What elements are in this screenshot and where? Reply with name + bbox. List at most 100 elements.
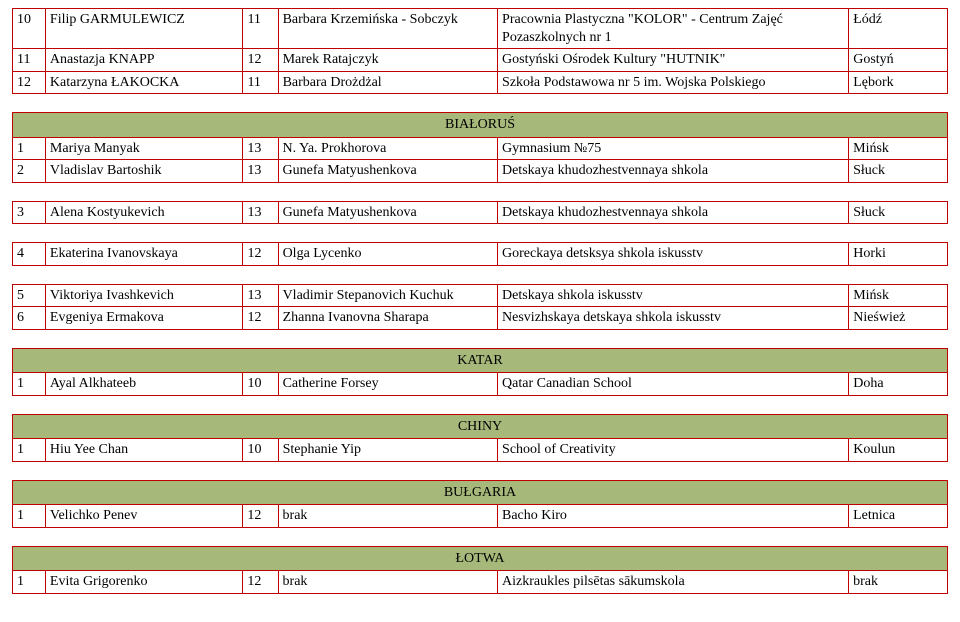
table-row: 1Ayal Alkhateeb10Catherine ForseyQatar C… bbox=[13, 373, 948, 396]
cell-city: Słuck bbox=[849, 160, 948, 183]
cell-name: Alena Kostyukevich bbox=[45, 201, 243, 224]
cell-name: Anastazja KNAPP bbox=[45, 49, 243, 72]
row-group-spacer bbox=[12, 224, 948, 242]
cell-teacher: Olga Lycenko bbox=[278, 243, 497, 266]
section-spacer bbox=[12, 462, 948, 480]
top-continuation-table: 10Filip GARMULEWICZ11Barbara Krzemińska … bbox=[12, 8, 948, 94]
cell-num: 11 bbox=[13, 49, 46, 72]
cell-teacher: brak bbox=[278, 505, 497, 528]
cell-school: Goreckaya detsksya shkola iskusstv bbox=[498, 243, 849, 266]
cell-teacher: Barbara Drożdżal bbox=[278, 71, 497, 94]
cell-num: 2 bbox=[13, 160, 46, 183]
cell-city: Gostyń bbox=[849, 49, 948, 72]
cell-age: 10 bbox=[243, 439, 278, 462]
cell-name: Hiu Yee Chan bbox=[45, 439, 243, 462]
cell-school: Nesvizhskaya detskaya shkola iskusstv bbox=[498, 307, 849, 330]
cell-name: Vladislav Bartoshik bbox=[45, 160, 243, 183]
cell-age: 12 bbox=[243, 49, 278, 72]
cell-teacher: Gunefa Matyushenkova bbox=[278, 201, 497, 224]
cell-age: 11 bbox=[243, 71, 278, 94]
cell-city: Słuck bbox=[849, 201, 948, 224]
cell-city: Doha bbox=[849, 373, 948, 396]
cell-city: Koulun bbox=[849, 439, 948, 462]
cell-num: 10 bbox=[13, 9, 46, 49]
section-table: CHINY1Hiu Yee Chan10Stephanie YipSchool … bbox=[12, 414, 948, 462]
cell-age: 12 bbox=[243, 307, 278, 330]
cell-age: 12 bbox=[243, 243, 278, 266]
section-table: ŁOTWA1Evita Grigorenko12brakAizkraukles … bbox=[12, 546, 948, 594]
table-row: 1Hiu Yee Chan10Stephanie YipSchool of Cr… bbox=[13, 439, 948, 462]
cell-school: Gostyński Ośrodek Kultury "HUTNIK" bbox=[498, 49, 849, 72]
table-row: 2Vladislav Bartoshik13Gunefa Matyushenko… bbox=[13, 160, 948, 183]
section-spacer bbox=[12, 330, 948, 348]
cell-age: 13 bbox=[243, 284, 278, 307]
cell-school: School of Creativity bbox=[498, 439, 849, 462]
table-row: 11Anastazja KNAPP12Marek RatajczykGostyń… bbox=[13, 49, 948, 72]
cell-city: Nieśwież bbox=[849, 307, 948, 330]
section-header: CHINY bbox=[13, 414, 948, 439]
cell-age: 12 bbox=[243, 571, 278, 594]
cell-num: 1 bbox=[13, 373, 46, 396]
cell-teacher: Vladimir Stepanovich Kuchuk bbox=[278, 284, 497, 307]
cell-city: Horki bbox=[849, 243, 948, 266]
cell-school: Qatar Canadian School bbox=[498, 373, 849, 396]
cell-num: 1 bbox=[13, 571, 46, 594]
section-header: BUŁGARIA bbox=[13, 480, 948, 505]
cell-city: Łódź bbox=[849, 9, 948, 49]
table-row: 5Viktoriya Ivashkevich13Vladimir Stepano… bbox=[13, 284, 948, 307]
cell-name: Katarzyna ŁAKOCKA bbox=[45, 71, 243, 94]
cell-name: Mariya Manyak bbox=[45, 137, 243, 160]
section-table: BIAŁORUŚ1Mariya Manyak13N. Ya. Prokhorov… bbox=[12, 112, 948, 183]
cell-city: Mińsk bbox=[849, 284, 948, 307]
cell-name: Ayal Alkhateeb bbox=[45, 373, 243, 396]
table-row: 10Filip GARMULEWICZ11Barbara Krzemińska … bbox=[13, 9, 948, 49]
cell-teacher: N. Ya. Prokhorova bbox=[278, 137, 497, 160]
cell-teacher: brak bbox=[278, 571, 497, 594]
cell-city: brak bbox=[849, 571, 948, 594]
cell-name: Ekaterina Ivanovskaya bbox=[45, 243, 243, 266]
section-header: ŁOTWA bbox=[13, 546, 948, 571]
cell-school: Pracownia Plastyczna "KOLOR" - Centrum Z… bbox=[498, 9, 849, 49]
table-row: 4Ekaterina Ivanovskaya12Olga LycenkoGore… bbox=[13, 243, 948, 266]
section-spacer bbox=[12, 94, 948, 112]
section-spacer bbox=[12, 528, 948, 546]
cell-school: Detskaya khudozhestvennaya shkola bbox=[498, 201, 849, 224]
cell-teacher: Marek Ratajczyk bbox=[278, 49, 497, 72]
cell-age: 12 bbox=[243, 505, 278, 528]
cell-age: 10 bbox=[243, 373, 278, 396]
section-table: BUŁGARIA1Velichko Penev12brakBacho KiroL… bbox=[12, 480, 948, 528]
cell-school: Szkoła Podstawowa nr 5 im. Wojska Polski… bbox=[498, 71, 849, 94]
section-subtable: 3Alena Kostyukevich13Gunefa Matyushenkov… bbox=[12, 201, 948, 225]
cell-teacher: Catherine Forsey bbox=[278, 373, 497, 396]
cell-teacher: Barbara Krzemińska - Sobczyk bbox=[278, 9, 497, 49]
cell-name: Filip GARMULEWICZ bbox=[45, 9, 243, 49]
cell-name: Evita Grigorenko bbox=[45, 571, 243, 594]
cell-teacher: Zhanna Ivanovna Sharapa bbox=[278, 307, 497, 330]
cell-school: Bacho Kiro bbox=[497, 505, 848, 528]
cell-num: 1 bbox=[13, 439, 46, 462]
table-row: 1Evita Grigorenko12brakAizkraukles pilsē… bbox=[13, 571, 948, 594]
cell-school: Aizkraukles pilsētas sākumskola bbox=[497, 571, 848, 594]
table-row: 6Evgeniya Ermakova12Zhanna Ivanovna Shar… bbox=[13, 307, 948, 330]
section-header: BIAŁORUŚ bbox=[13, 113, 948, 138]
section-header: KATAR bbox=[13, 348, 948, 373]
cell-name: Evgeniya Ermakova bbox=[45, 307, 243, 330]
cell-city: Lębork bbox=[849, 71, 948, 94]
table-row: 12Katarzyna ŁAKOCKA11Barbara DrożdżalSzk… bbox=[13, 71, 948, 94]
cell-num: 1 bbox=[13, 505, 46, 528]
section-table: KATAR1Ayal Alkhateeb10Catherine ForseyQa… bbox=[12, 348, 948, 396]
document-root: 10Filip GARMULEWICZ11Barbara Krzemińska … bbox=[12, 8, 948, 594]
cell-num: 12 bbox=[13, 71, 46, 94]
cell-city: Mińsk bbox=[849, 137, 948, 160]
cell-num: 5 bbox=[13, 284, 46, 307]
cell-teacher: Gunefa Matyushenkova bbox=[278, 160, 497, 183]
cell-num: 1 bbox=[13, 137, 46, 160]
row-group-spacer bbox=[12, 266, 948, 284]
cell-num: 3 bbox=[13, 201, 46, 224]
cell-name: Viktoriya Ivashkevich bbox=[45, 284, 243, 307]
section-subtable: 5Viktoriya Ivashkevich13Vladimir Stepano… bbox=[12, 284, 948, 330]
table-row: 3Alena Kostyukevich13Gunefa Matyushenkov… bbox=[13, 201, 948, 224]
cell-num: 4 bbox=[13, 243, 46, 266]
cell-num: 6 bbox=[13, 307, 46, 330]
cell-school: Gymnasium №75 bbox=[497, 137, 848, 160]
